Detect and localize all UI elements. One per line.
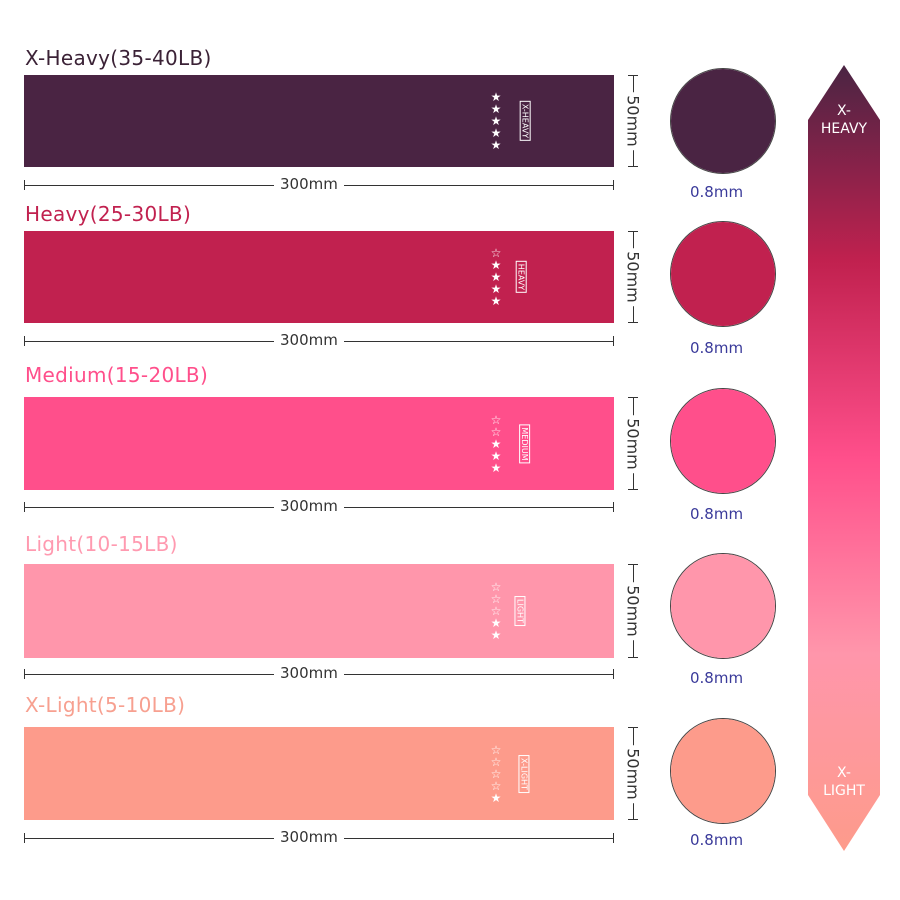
band-title: X-Heavy(35-40LB) bbox=[25, 46, 212, 70]
star-filled-icon: ★ bbox=[490, 460, 502, 475]
thickness-closeup bbox=[670, 221, 776, 327]
star-empty-icon: ☆ bbox=[490, 604, 502, 618]
band-tag: ★ ☆ ☆ ☆ ☆ X-LIGHT bbox=[489, 727, 530, 820]
star-filled-icon: ★ bbox=[490, 270, 502, 284]
width-label: 300mm bbox=[274, 664, 344, 682]
star-empty-icon: ☆ bbox=[490, 778, 502, 793]
width-dimension: 300mm bbox=[24, 497, 614, 515]
height-label: 50mm bbox=[623, 248, 643, 306]
thickness-label: 0.8mm bbox=[690, 183, 744, 201]
band-tag: ★ ★ ★ ☆ ☆ MEDIUM bbox=[489, 397, 531, 490]
thickness-closeup bbox=[670, 68, 776, 174]
star-rating: ★ ★ ★ ☆ ☆ bbox=[489, 414, 503, 474]
star-empty-icon: ☆ bbox=[490, 246, 502, 260]
scale-top-label: X- HEAVY bbox=[820, 103, 868, 137]
thickness-label: 0.8mm bbox=[690, 831, 744, 849]
level-label: X-HEAVY bbox=[519, 100, 531, 142]
band-tag: ★ ★ ★ ★ ★ X-HEAVY bbox=[489, 75, 531, 167]
star-empty-icon: ☆ bbox=[490, 754, 502, 769]
width-dimension: 300mm bbox=[24, 828, 614, 846]
height-label: 50mm bbox=[623, 414, 643, 473]
height-dimension: 50mm bbox=[623, 75, 643, 167]
scale-bottom-label: X- LIGHT bbox=[823, 765, 865, 799]
star-rating: ★ ☆ ☆ ☆ ☆ bbox=[489, 744, 503, 804]
band-tag: ★ ★ ☆ ☆ ☆ LIGHT bbox=[489, 564, 529, 658]
band-tag: ★ ★ ★ ★ ☆ HEAVY bbox=[489, 231, 529, 323]
star-empty-icon: ☆ bbox=[490, 766, 502, 781]
thickness-closeup bbox=[670, 553, 776, 659]
level-label: HEAVY bbox=[515, 260, 527, 294]
star-filled-icon: ★ bbox=[490, 628, 502, 642]
star-empty-icon: ☆ bbox=[490, 412, 502, 427]
width-dimension: 300mm bbox=[24, 175, 614, 193]
star-empty-icon: ☆ bbox=[490, 742, 502, 757]
star-filled-icon: ★ bbox=[490, 790, 502, 805]
star-filled-icon: ★ bbox=[490, 138, 502, 152]
thickness-closeup bbox=[670, 718, 776, 824]
height-dimension: 50mm bbox=[623, 727, 643, 820]
star-empty-icon: ☆ bbox=[490, 424, 502, 439]
band-swatch: ★ ★ ★ ★ ☆ HEAVY bbox=[24, 231, 614, 323]
band-title: X-Light(5-10LB) bbox=[25, 693, 186, 717]
star-rating: ★ ★ ☆ ☆ ☆ bbox=[489, 581, 503, 641]
thickness-label: 0.8mm bbox=[690, 669, 744, 687]
width-label: 300mm bbox=[274, 175, 344, 193]
thickness-closeup bbox=[670, 388, 776, 494]
star-filled-icon: ★ bbox=[490, 616, 502, 630]
thickness-label: 0.8mm bbox=[690, 339, 744, 357]
band-swatch: ★ ★ ★ ☆ ☆ MEDIUM bbox=[24, 397, 614, 490]
band-title: Medium(15-20LB) bbox=[25, 363, 209, 387]
thickness-label: 0.8mm bbox=[690, 505, 744, 523]
band-title: Light(10-15LB) bbox=[25, 532, 178, 556]
width-label: 300mm bbox=[274, 331, 344, 349]
star-filled-icon: ★ bbox=[490, 282, 502, 296]
height-label: 50mm bbox=[623, 744, 643, 803]
height-dimension: 50mm bbox=[623, 397, 643, 490]
height-dimension: 50mm bbox=[623, 231, 643, 323]
level-label: LIGHT bbox=[514, 596, 526, 626]
height-dimension: 50mm bbox=[623, 564, 643, 658]
height-label: 50mm bbox=[623, 92, 643, 150]
level-label: X-LIGHT bbox=[518, 754, 530, 793]
band-title: Heavy(25-30LB) bbox=[25, 202, 192, 226]
star-filled-icon: ★ bbox=[490, 258, 502, 272]
star-filled-icon: ★ bbox=[490, 126, 502, 140]
star-filled-icon: ★ bbox=[490, 90, 502, 104]
width-dimension: 300mm bbox=[24, 664, 614, 682]
star-rating: ★ ★ ★ ★ ★ bbox=[489, 91, 503, 151]
star-filled-icon: ★ bbox=[490, 436, 502, 451]
star-rating: ★ ★ ★ ★ ☆ bbox=[489, 247, 503, 307]
star-filled-icon: ★ bbox=[490, 102, 502, 116]
band-swatch: ★ ★ ☆ ☆ ☆ LIGHT bbox=[24, 564, 614, 658]
star-filled-icon: ★ bbox=[490, 294, 502, 308]
star-empty-icon: ☆ bbox=[490, 580, 502, 594]
resistance-scale-arrow bbox=[808, 65, 880, 851]
width-dimension: 300mm bbox=[24, 331, 614, 349]
band-swatch: ★ ☆ ☆ ☆ ☆ X-LIGHT bbox=[24, 727, 614, 820]
level-label: MEDIUM bbox=[519, 423, 531, 464]
star-empty-icon: ☆ bbox=[490, 592, 502, 606]
star-filled-icon: ★ bbox=[490, 114, 502, 128]
height-label: 50mm bbox=[623, 582, 643, 640]
star-filled-icon: ★ bbox=[490, 448, 502, 463]
band-swatch: ★ ★ ★ ★ ★ X-HEAVY bbox=[24, 75, 614, 167]
scale-gradient-shape bbox=[808, 65, 880, 851]
width-label: 300mm bbox=[274, 497, 344, 515]
width-label: 300mm bbox=[274, 828, 344, 846]
